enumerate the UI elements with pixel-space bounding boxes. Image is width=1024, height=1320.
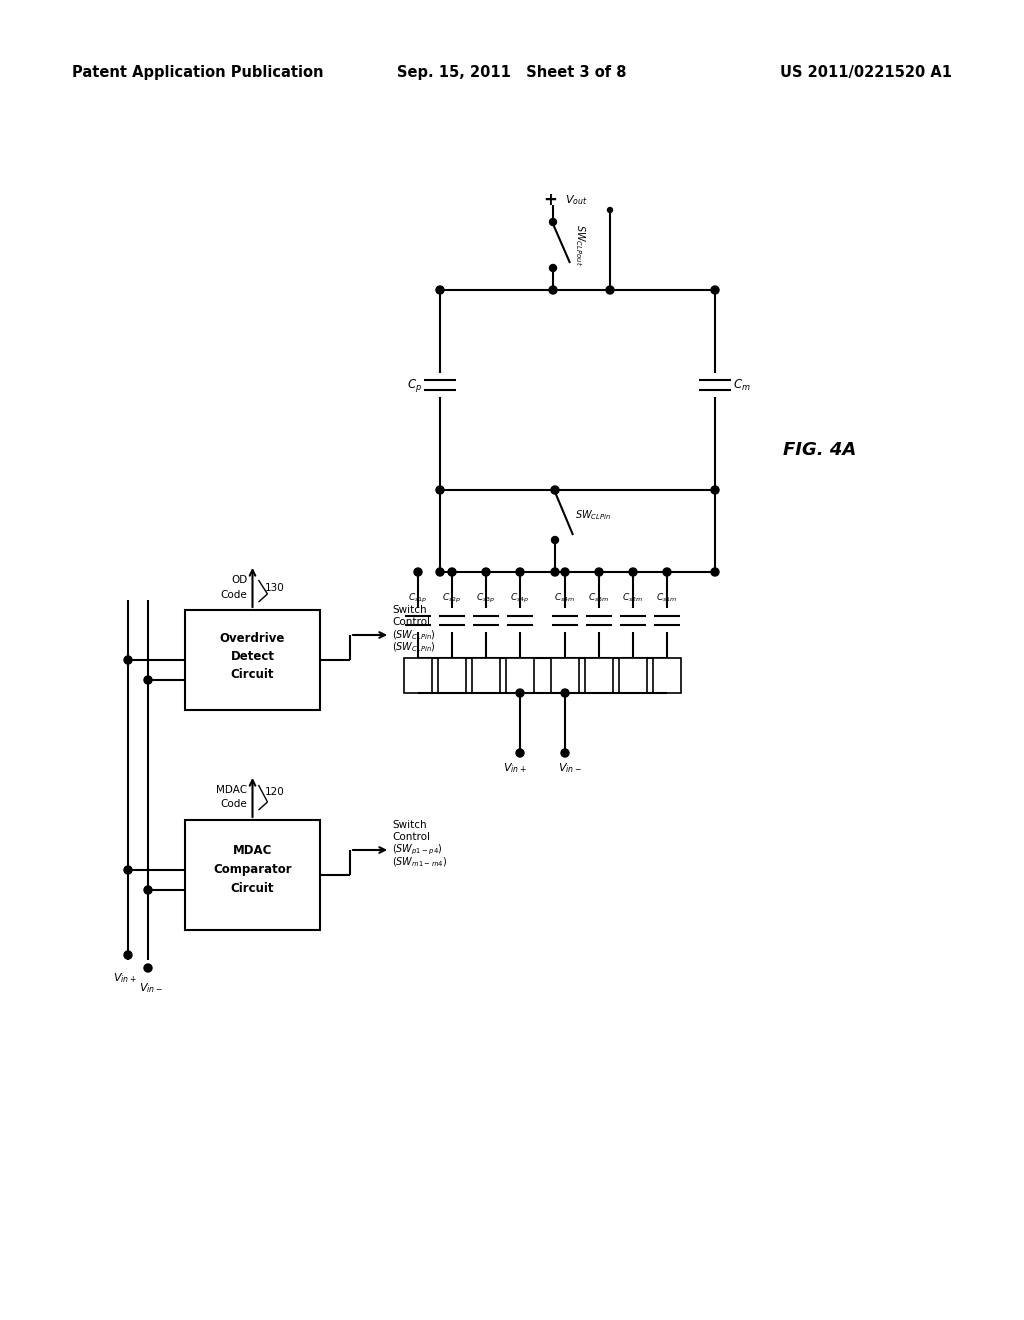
Text: Overdrive: Overdrive [220, 631, 286, 644]
Circle shape [436, 568, 444, 576]
Bar [185, 610, 319, 710]
Text: $(SW_{p1-p4})$: $(SW_{p1-p4})$ [392, 842, 442, 857]
Text: Code: Code [221, 799, 248, 809]
Circle shape [552, 536, 558, 544]
Circle shape [516, 689, 524, 697]
Bar [185, 820, 319, 931]
Text: 130: 130 [264, 583, 285, 593]
Circle shape [595, 568, 603, 576]
Bar [618, 657, 647, 693]
Text: $V_{out}$: $V_{out}$ [565, 193, 588, 207]
Text: Comparator: Comparator [213, 863, 292, 876]
Circle shape [124, 950, 132, 960]
Text: $V_{in-}$: $V_{in-}$ [139, 981, 163, 995]
Text: Switch: Switch [392, 605, 427, 615]
Circle shape [551, 568, 559, 576]
Text: $C_{s4p}$: $C_{s4p}$ [510, 591, 529, 605]
Text: MDAC: MDAC [232, 843, 272, 857]
Text: Control: Control [392, 616, 430, 627]
Text: OD: OD [231, 576, 248, 585]
Text: $C_{s1m}$: $C_{s1m}$ [656, 591, 678, 605]
Circle shape [561, 689, 569, 697]
Circle shape [144, 964, 152, 972]
Circle shape [711, 568, 719, 576]
Circle shape [144, 676, 152, 684]
Bar [653, 657, 681, 693]
Circle shape [711, 486, 719, 494]
Text: $C_{s1p}$: $C_{s1p}$ [409, 591, 428, 605]
Bar [438, 657, 466, 693]
Text: $(SW_{CLPin})$: $(SW_{CLPin})$ [392, 640, 436, 653]
Text: Patent Application Publication: Patent Application Publication [72, 65, 324, 79]
Text: MDAC: MDAC [216, 785, 248, 795]
Circle shape [124, 656, 132, 664]
Circle shape [551, 486, 559, 494]
Text: Circuit: Circuit [230, 668, 274, 681]
Bar [404, 657, 432, 693]
Circle shape [561, 568, 569, 576]
Text: $(SW_{m1-m4})$: $(SW_{m1-m4})$ [392, 855, 447, 869]
Circle shape [482, 568, 490, 576]
Circle shape [711, 286, 719, 294]
Text: $C_p$: $C_p$ [407, 376, 422, 393]
Text: Code: Code [221, 590, 248, 601]
Text: $(SW_{CLPin})$: $(SW_{CLPin})$ [392, 628, 436, 642]
Circle shape [561, 748, 569, 756]
Text: Circuit: Circuit [230, 882, 274, 895]
Text: $C_{s2m}$: $C_{s2m}$ [623, 591, 644, 605]
Text: $SW_{CLPin}$: $SW_{CLPin}$ [575, 508, 611, 521]
Text: Control: Control [392, 832, 430, 842]
Text: $V_{in+}$: $V_{in+}$ [503, 762, 527, 775]
Circle shape [549, 286, 557, 294]
Circle shape [144, 886, 152, 894]
Text: FIG. 4A: FIG. 4A [783, 441, 857, 459]
Text: US 2011/0221520 A1: US 2011/0221520 A1 [780, 65, 952, 79]
Circle shape [629, 568, 637, 576]
Bar [585, 657, 613, 693]
Text: Detect: Detect [230, 649, 274, 663]
Text: $C_{s3p}$: $C_{s3p}$ [476, 591, 496, 605]
Text: $C_{s4m}$: $C_{s4m}$ [554, 591, 575, 605]
Circle shape [606, 286, 614, 294]
Circle shape [663, 568, 671, 576]
Circle shape [516, 568, 524, 576]
Bar [472, 657, 500, 693]
Circle shape [550, 264, 556, 272]
Circle shape [607, 207, 612, 213]
Text: $V_{in+}$: $V_{in+}$ [113, 972, 137, 985]
Circle shape [124, 866, 132, 874]
Text: 120: 120 [264, 787, 285, 797]
Circle shape [436, 486, 444, 494]
Text: $C_{s2p}$: $C_{s2p}$ [442, 591, 462, 605]
Text: Sep. 15, 2011   Sheet 3 of 8: Sep. 15, 2011 Sheet 3 of 8 [397, 65, 627, 79]
Text: $C_{s3m}$: $C_{s3m}$ [589, 591, 609, 605]
Text: $C_m$: $C_m$ [733, 378, 751, 392]
Text: +: + [543, 191, 557, 209]
Text: Switch: Switch [392, 820, 427, 830]
Circle shape [449, 568, 456, 576]
Circle shape [516, 748, 524, 756]
Text: $V_{in-}$: $V_{in-}$ [558, 762, 582, 775]
Circle shape [436, 286, 444, 294]
Text: $SW_{CLPout}$: $SW_{CLPout}$ [573, 224, 587, 265]
Bar [551, 657, 579, 693]
Circle shape [552, 487, 558, 494]
Circle shape [414, 568, 422, 576]
Circle shape [550, 219, 556, 226]
Bar [506, 657, 534, 693]
